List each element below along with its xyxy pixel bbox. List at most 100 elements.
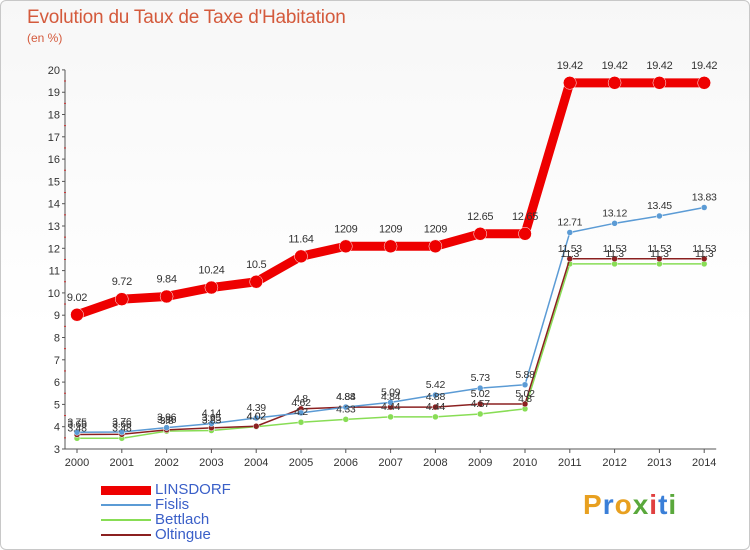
y-tick-label: 20 — [48, 65, 60, 77]
chart-unit: (en %) — [27, 31, 63, 45]
x-tick-label: 2003 — [199, 457, 223, 469]
data-point — [383, 239, 398, 254]
y-tick-label: 13 — [48, 221, 60, 233]
data-point — [563, 76, 577, 90]
y-tick-label: 17 — [48, 132, 60, 144]
y-tick-label: 8 — [54, 333, 60, 345]
data-point — [297, 409, 305, 417]
legend-label: Bettlach — [155, 511, 210, 528]
y-tick-label: 15 — [48, 176, 60, 188]
data-point — [432, 413, 439, 421]
data-point — [208, 420, 215, 427]
data-label: 5.09 — [381, 386, 401, 398]
proxiti-logo: Proxiti — [583, 489, 677, 521]
data-label: 11.53 — [603, 243, 627, 255]
data-label: 11.3 — [605, 248, 624, 260]
data-point — [611, 220, 618, 227]
data-point — [697, 76, 711, 90]
x-tick-label: 2009 — [468, 457, 492, 469]
data-label: 13.83 — [692, 191, 717, 203]
data-label: 13.45 — [647, 200, 672, 212]
x-tick-label: 2008 — [423, 457, 447, 469]
y-tick-label: 3 — [54, 444, 60, 456]
data-point — [566, 229, 574, 236]
data-label: 3.86 — [157, 414, 177, 426]
data-label: 5.88 — [515, 369, 535, 381]
data-label: 5.02 — [471, 388, 491, 400]
data-label: 1209 — [334, 223, 357, 235]
logo-letter: t — [658, 489, 669, 520]
data-label: 4.8 — [294, 393, 308, 405]
data-point — [297, 418, 305, 426]
x-tick-label: 2005 — [289, 457, 313, 469]
legend-label: Fislis — [155, 496, 190, 513]
data-label: 11.53 — [647, 243, 671, 255]
data-label: 19.42 — [602, 60, 628, 72]
data-label: 3.95 — [202, 412, 222, 424]
y-tick-label: 12 — [48, 243, 60, 255]
y-tick-label: 19 — [48, 87, 60, 99]
y-tick-label: 14 — [48, 199, 60, 211]
data-label: 4.62 — [291, 397, 311, 409]
data-label: 4.2 — [294, 406, 308, 418]
data-point — [566, 255, 574, 263]
data-label: 4.57 — [471, 398, 491, 410]
data-point — [700, 255, 708, 263]
data-point — [611, 255, 618, 263]
data-label: 3.76 — [112, 416, 132, 428]
y-tick-label: 7 — [54, 355, 60, 367]
data-label: 10.24 — [198, 265, 224, 277]
data-label: 3.48 — [67, 422, 87, 434]
data-label: 19.42 — [691, 60, 717, 72]
data-label: 5.02 — [515, 388, 535, 400]
data-label: 4.44 — [426, 401, 446, 413]
x-tick-label: 2000 — [65, 457, 89, 469]
data-point — [118, 428, 126, 436]
data-point — [656, 255, 663, 263]
data-point — [428, 239, 443, 254]
y-tick-label: 18 — [48, 110, 60, 122]
data-label: 19.42 — [646, 60, 672, 72]
legend-label: Oltingue — [155, 526, 211, 543]
data-label: 4.14 — [202, 408, 222, 420]
data-point — [521, 400, 529, 408]
data-label: 4.44 — [381, 401, 401, 413]
chart-title: Evolution du Taux de Taxe d'Habitation — [27, 7, 346, 28]
data-point — [473, 227, 487, 241]
data-point — [252, 423, 260, 430]
data-point — [432, 391, 439, 399]
data-label: 9.72 — [112, 276, 132, 288]
y-tick-label: 11 — [49, 266, 60, 278]
data-label: 1209 — [424, 223, 447, 235]
data-point — [342, 403, 350, 411]
data-point — [204, 280, 219, 295]
data-label: 4.39 — [247, 402, 267, 414]
data-point — [73, 429, 81, 436]
data-point — [652, 76, 667, 90]
x-tick-label: 2014 — [692, 457, 716, 469]
data-point — [70, 308, 84, 322]
logo-letter: P — [583, 489, 603, 520]
y-tick-label: 4 — [54, 422, 60, 434]
data-label: 12.65 — [467, 211, 493, 223]
x-tick-label: 2007 — [378, 457, 402, 469]
data-label: 11.53 — [558, 243, 582, 255]
y-tick-label: 16 — [48, 154, 60, 166]
data-point — [387, 399, 394, 406]
x-tick-label: 2013 — [647, 457, 671, 469]
data-label: 3.66 — [112, 418, 132, 430]
x-tick-label: 2011 — [558, 457, 582, 469]
x-tick-label: 2010 — [513, 457, 537, 469]
data-label: 5.42 — [426, 379, 446, 391]
data-label: 4.02 — [247, 411, 267, 423]
data-point — [476, 400, 484, 408]
legend-label: LINSDORF — [155, 481, 231, 498]
data-label: 3.96 — [157, 412, 177, 424]
data-label: 4.84 — [381, 391, 401, 403]
logo-letter: i — [668, 489, 678, 520]
data-label: 13.12 — [602, 207, 627, 219]
data-label: 11.3 — [650, 248, 669, 260]
data-point — [518, 227, 532, 241]
x-tick-label: 2002 — [154, 457, 178, 469]
